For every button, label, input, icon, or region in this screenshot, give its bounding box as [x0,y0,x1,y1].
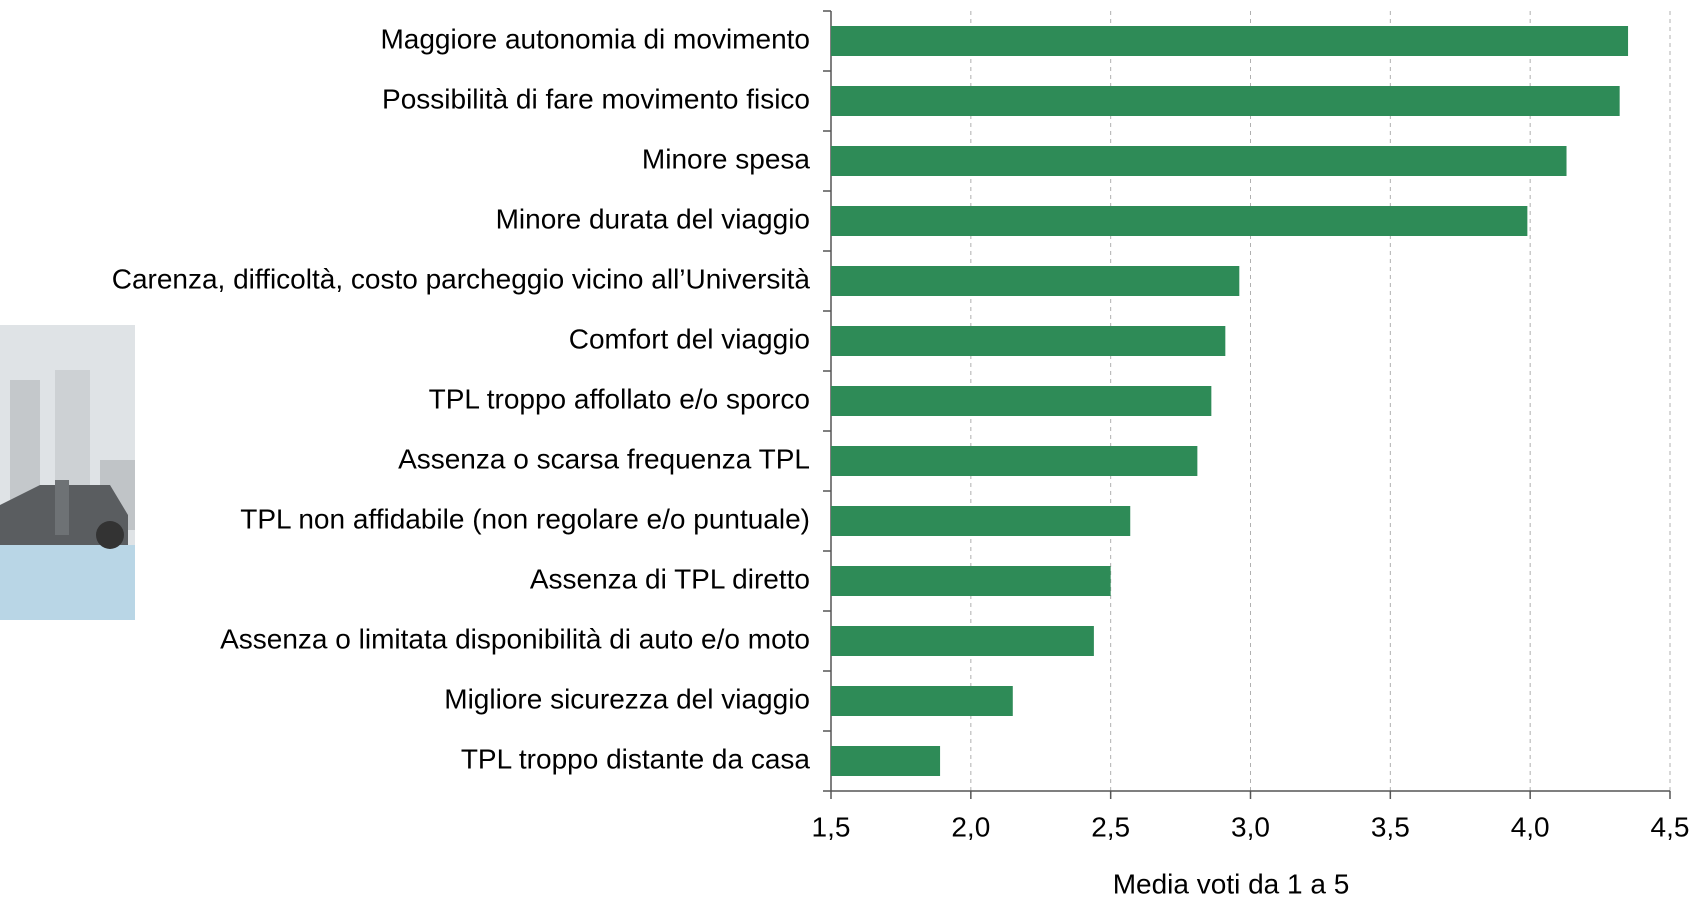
photo-person [55,480,69,535]
x-tick-label: 3,5 [1371,811,1410,842]
y-tick-label: Comfort del viaggio [569,323,810,354]
x-tick-label: 2,5 [1091,811,1130,842]
bar [831,506,1130,536]
x-tick-label: 2,0 [951,811,990,842]
photo-ground [0,545,135,620]
bar [831,386,1211,416]
bar [831,266,1239,296]
y-tick-label: Minore durata del viaggio [496,203,810,234]
y-tick-label: Maggiore autonomia di movimento [380,23,810,54]
y-tick-label: TPL troppo affollato e/o sporco [429,383,810,414]
bar [831,746,940,776]
bar [831,626,1094,656]
bar [831,206,1527,236]
chart: Media voti da 1 a 5 1,5 2,0 2,5 3,0 3,5 4,0 4,… [0,0,1695,899]
x-tick-label: 3,0 [1231,811,1270,842]
x-tick-label: 4,0 [1511,811,1550,842]
y-tick-label: Minore spesa [642,143,811,174]
y-tick-label: Migliore sicurezza del viaggio [444,683,810,714]
bar [831,86,1620,116]
x-axis-title: Media voti da 1 a 5 [1113,868,1350,899]
bar [831,686,1013,716]
x-tick-label: 1,5 [812,811,851,842]
y-tick-label: Assenza o scarsa frequenza TPL [398,443,810,474]
y-tick-label: Assenza di TPL diretto [530,563,810,594]
y-tick-label: Possibilità di fare movimento fisico [382,83,810,114]
y-tick-label: TPL troppo distante da casa [461,743,811,774]
y-tick-label: TPL non affidabile (non regolare e/o pun… [240,503,810,534]
y-tick-label: Carenza, difficoltà, costo parcheggio vi… [112,263,811,294]
bar [831,146,1567,176]
x-tick-label: 4,5 [1651,811,1690,842]
bar [831,326,1225,356]
y-tick-label: Assenza o limitata disponibilità di auto… [220,623,810,654]
bar [831,26,1628,56]
illustration [0,325,135,620]
photo-wheel [96,521,124,549]
page: Media voti da 1 a 5 1,5 2,0 2,5 3,0 3,5 4,0 4,… [0,0,1695,899]
bar [831,446,1197,476]
bar [831,566,1111,596]
